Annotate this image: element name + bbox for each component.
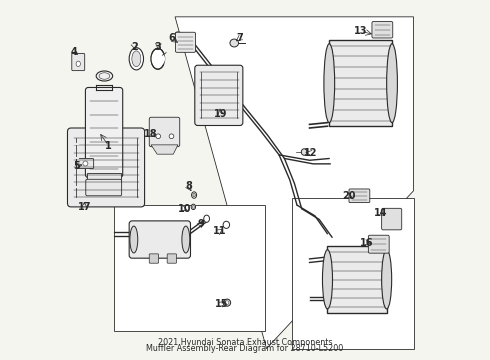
Text: 2021 Hyundai Sonata Exhaust Components: 2021 Hyundai Sonata Exhaust Components bbox=[158, 338, 332, 347]
FancyBboxPatch shape bbox=[149, 117, 180, 147]
Text: 4: 4 bbox=[71, 46, 77, 57]
Text: 2: 2 bbox=[131, 42, 138, 51]
Text: 15: 15 bbox=[215, 299, 229, 309]
Ellipse shape bbox=[322, 250, 333, 309]
Ellipse shape bbox=[191, 204, 196, 210]
Ellipse shape bbox=[99, 73, 110, 79]
Bar bbox=[329, 40, 392, 126]
Text: 5: 5 bbox=[73, 161, 80, 171]
Ellipse shape bbox=[223, 299, 231, 306]
Text: 7: 7 bbox=[236, 33, 243, 43]
Ellipse shape bbox=[83, 161, 88, 166]
Ellipse shape bbox=[324, 44, 335, 123]
Wedge shape bbox=[151, 51, 165, 66]
Ellipse shape bbox=[129, 48, 144, 70]
Bar bbox=[114, 205, 265, 330]
Ellipse shape bbox=[387, 44, 397, 123]
Ellipse shape bbox=[151, 48, 165, 69]
Text: 9: 9 bbox=[198, 219, 205, 229]
FancyBboxPatch shape bbox=[368, 235, 389, 253]
FancyBboxPatch shape bbox=[382, 208, 402, 230]
Polygon shape bbox=[151, 145, 178, 154]
Text: 1: 1 bbox=[105, 141, 112, 151]
Text: 17: 17 bbox=[77, 202, 91, 212]
Ellipse shape bbox=[192, 192, 196, 198]
FancyBboxPatch shape bbox=[72, 53, 85, 71]
Text: 20: 20 bbox=[342, 191, 356, 201]
Text: 12: 12 bbox=[304, 148, 318, 158]
Text: 6: 6 bbox=[169, 33, 175, 43]
Ellipse shape bbox=[192, 206, 195, 208]
Bar bbox=[292, 198, 414, 348]
FancyBboxPatch shape bbox=[372, 22, 393, 38]
Ellipse shape bbox=[76, 61, 80, 67]
FancyBboxPatch shape bbox=[86, 179, 122, 196]
Ellipse shape bbox=[130, 226, 138, 253]
Bar bbox=[327, 246, 387, 313]
Text: 16: 16 bbox=[360, 238, 374, 248]
FancyBboxPatch shape bbox=[349, 189, 370, 203]
Ellipse shape bbox=[301, 149, 307, 155]
FancyBboxPatch shape bbox=[195, 65, 243, 126]
Text: 3: 3 bbox=[155, 42, 162, 51]
Text: 8: 8 bbox=[185, 181, 192, 192]
Text: Muffler Assembly-Rear Diagram for 28710-L5200: Muffler Assembly-Rear Diagram for 28710-… bbox=[147, 344, 343, 353]
FancyBboxPatch shape bbox=[76, 158, 94, 168]
FancyBboxPatch shape bbox=[85, 87, 122, 177]
Text: 18: 18 bbox=[144, 129, 158, 139]
Ellipse shape bbox=[132, 51, 141, 67]
Bar bbox=[87, 173, 122, 182]
FancyBboxPatch shape bbox=[149, 254, 159, 263]
Ellipse shape bbox=[182, 226, 190, 253]
FancyBboxPatch shape bbox=[175, 32, 196, 52]
Text: 10: 10 bbox=[178, 204, 192, 215]
Text: 13: 13 bbox=[354, 26, 367, 36]
FancyBboxPatch shape bbox=[167, 254, 176, 263]
Polygon shape bbox=[175, 17, 414, 348]
Ellipse shape bbox=[382, 250, 392, 309]
Text: 14: 14 bbox=[374, 208, 387, 218]
Ellipse shape bbox=[169, 134, 174, 139]
Ellipse shape bbox=[96, 71, 113, 81]
Ellipse shape bbox=[225, 301, 229, 305]
Text: 19: 19 bbox=[214, 109, 227, 119]
Ellipse shape bbox=[156, 134, 161, 139]
Ellipse shape bbox=[204, 215, 210, 222]
FancyBboxPatch shape bbox=[68, 128, 145, 207]
Ellipse shape bbox=[230, 39, 239, 47]
Ellipse shape bbox=[223, 221, 230, 228]
Ellipse shape bbox=[193, 193, 196, 197]
FancyBboxPatch shape bbox=[129, 221, 191, 258]
Text: 11: 11 bbox=[213, 226, 227, 236]
Ellipse shape bbox=[175, 32, 181, 36]
